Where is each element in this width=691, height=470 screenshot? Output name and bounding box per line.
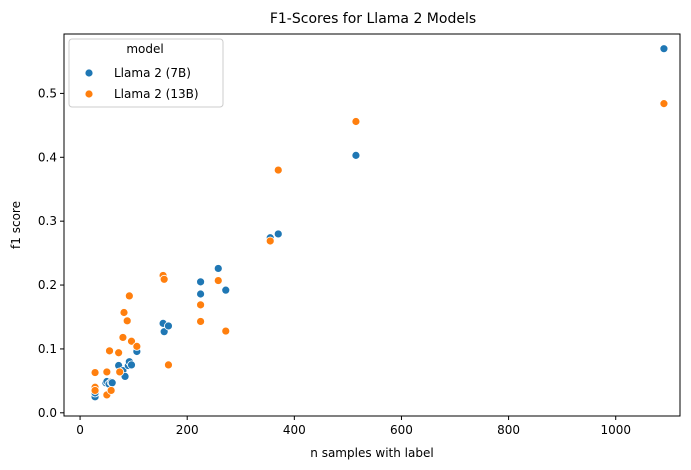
point-7b (213, 264, 223, 273)
point-7b (107, 378, 117, 388)
point-13b (119, 308, 129, 317)
y-tick-label: 0.4 (38, 150, 57, 164)
point-13b (106, 386, 116, 395)
point-13b (90, 368, 100, 377)
point-13b (196, 317, 205, 326)
legend-marker-7b (84, 68, 94, 78)
point-13b (265, 236, 275, 246)
legend-label-7b: Llama 2 (7B) (114, 66, 191, 80)
y-axis: 0.0 0.1 0.2 0.3 0.4 0.5 (38, 86, 64, 420)
x-tick-label: 1000 (600, 423, 631, 437)
point-7b (127, 360, 136, 370)
point-7b (196, 277, 205, 287)
legend-label-13b: Llama 2 (13B) (114, 87, 199, 101)
point-7b (351, 150, 361, 160)
point-13b (127, 336, 136, 346)
point-13b (659, 99, 669, 109)
point-13b (90, 386, 100, 395)
point-7b (273, 229, 283, 239)
point-13b (164, 360, 173, 370)
point-7b (221, 285, 231, 295)
legend: model Llama 2 (7B) Llama 2 (13B) (68, 38, 224, 108)
x-tick-label: 400 (283, 423, 306, 437)
chart-title: F1-Scores for Llama 2 Models (270, 11, 476, 27)
point-13b (118, 333, 128, 342)
point-13b (273, 165, 283, 175)
point-7b (164, 321, 173, 331)
point-7b (659, 44, 669, 54)
point-13b (115, 367, 125, 377)
y-tick-label: 0.2 (38, 278, 57, 292)
point-13b (159, 274, 169, 284)
point-13b (213, 276, 223, 285)
legend-marker-13b (84, 89, 94, 99)
y-tick-label: 0.5 (38, 86, 57, 100)
plot-frame (63, 33, 681, 417)
y-axis-label: f1 score (9, 201, 23, 249)
y-tick-label: 0.1 (38, 342, 57, 356)
point-13b (132, 341, 142, 351)
y-tick-label: 0.3 (38, 214, 57, 228)
x-tick-label: 0 (76, 423, 84, 437)
x-tick-label: 200 (176, 423, 199, 437)
point-13b (102, 367, 112, 377)
y-tick-label: 0.0 (38, 406, 57, 420)
point-13b (124, 291, 134, 301)
x-tick-label: 600 (390, 423, 413, 437)
point-13b (114, 348, 124, 358)
x-tick-label: 800 (497, 423, 520, 437)
x-axis-label: n samples with label (310, 446, 433, 460)
point-13b (122, 316, 132, 326)
point-13b (105, 346, 114, 356)
point-7b (196, 289, 205, 299)
point-13b (196, 300, 205, 310)
legend-title: model (126, 42, 163, 56)
x-axis: 0 200 400 600 800 1000 (76, 416, 631, 437)
legend-box (68, 38, 224, 108)
data-points (90, 44, 669, 402)
point-13b (351, 117, 361, 126)
point-13b (221, 326, 231, 336)
